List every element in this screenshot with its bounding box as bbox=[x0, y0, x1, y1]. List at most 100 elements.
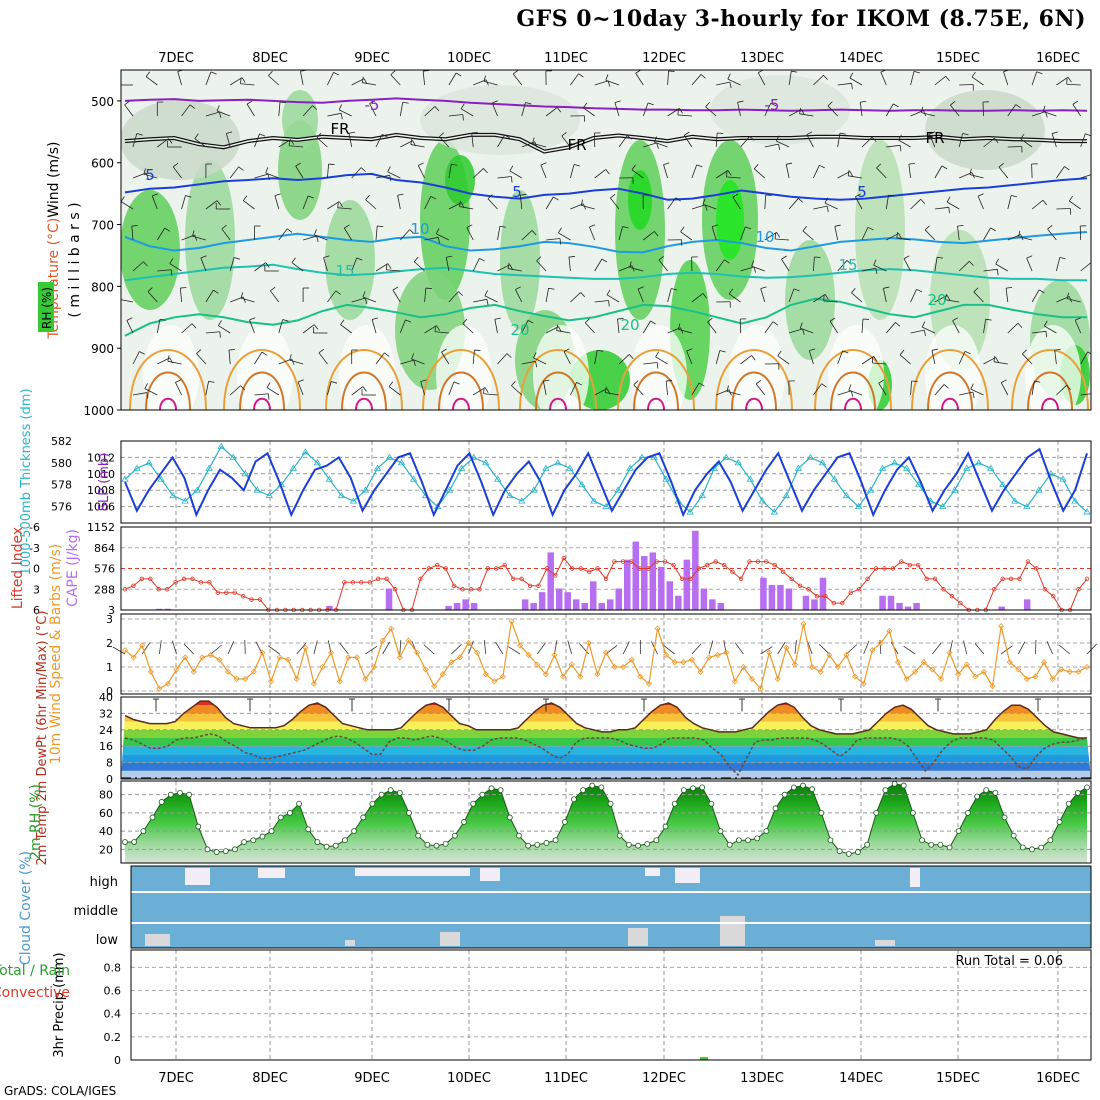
wind-barb bbox=[788, 109, 805, 117]
barb-shaft bbox=[1005, 288, 1009, 303]
wind-barb bbox=[375, 174, 392, 182]
wind-barb bbox=[338, 104, 352, 117]
thickness-point bbox=[530, 486, 538, 493]
rh-point bbox=[598, 784, 605, 791]
wind-speed-point bbox=[697, 668, 704, 675]
thickness-point bbox=[938, 502, 947, 509]
barb-shaft bbox=[434, 331, 449, 334]
barb-shaft bbox=[995, 263, 1008, 272]
lifted-index-point bbox=[890, 566, 896, 571]
wind-speed-point bbox=[920, 659, 927, 666]
date-label-bottom-9: 16DEC bbox=[1036, 1071, 1080, 1086]
barb-shaft bbox=[124, 104, 134, 117]
barb-shaft bbox=[515, 289, 523, 303]
wind-barb bbox=[910, 329, 926, 337]
wind-speed-point bbox=[1015, 666, 1022, 673]
upper-ytick-2: 700 bbox=[91, 219, 114, 233]
barb-shaft bbox=[249, 319, 255, 334]
wind-barb bbox=[424, 325, 440, 334]
wind-barb bbox=[494, 317, 501, 334]
barb-flag bbox=[364, 298, 368, 305]
wind-barb bbox=[205, 331, 221, 338]
barb-flag bbox=[509, 165, 514, 171]
barb-flag bbox=[702, 293, 707, 299]
barb-flag bbox=[147, 287, 153, 292]
thickness-point bbox=[205, 464, 213, 471]
wind-barb bbox=[617, 318, 624, 334]
barb-flag bbox=[663, 162, 670, 165]
barb-flag bbox=[1042, 105, 1046, 112]
wind-barb bbox=[732, 193, 741, 210]
wind-barb bbox=[910, 380, 918, 396]
wind-barb bbox=[715, 259, 730, 272]
rh-point bbox=[277, 814, 284, 821]
barb-shaft bbox=[289, 145, 304, 148]
barb-flag bbox=[888, 194, 895, 197]
barb-flag bbox=[556, 107, 562, 113]
barb-flag bbox=[924, 225, 930, 231]
barb-shaft bbox=[934, 257, 938, 272]
wind-barb bbox=[998, 163, 1009, 179]
barb-shaft bbox=[533, 357, 547, 365]
rh-point bbox=[149, 814, 156, 821]
rh-point bbox=[974, 793, 980, 800]
barb-flag bbox=[952, 317, 959, 321]
wind-speed-point bbox=[929, 666, 936, 673]
barb-shaft bbox=[205, 289, 214, 303]
cape-bar bbox=[649, 552, 657, 610]
cape-bar bbox=[164, 608, 172, 610]
wind-speed-point bbox=[491, 678, 498, 685]
barb-shaft bbox=[494, 319, 498, 334]
barb-flag bbox=[727, 170, 732, 176]
barb-flag bbox=[418, 162, 424, 166]
precip-tick-3: 0.6 bbox=[104, 985, 122, 998]
wind-speed-point bbox=[422, 666, 429, 673]
barb-flag bbox=[578, 73, 584, 78]
barb-shaft bbox=[740, 226, 746, 241]
barb-shaft bbox=[589, 226, 596, 241]
barb-shaft bbox=[885, 195, 889, 210]
wind-barb bbox=[594, 300, 610, 307]
barb-flag bbox=[829, 317, 836, 322]
barb-shaft bbox=[799, 113, 814, 117]
wind-speed-point bbox=[706, 654, 713, 661]
barb-shaft bbox=[497, 264, 511, 272]
date-label-bottom-5: 12DEC bbox=[642, 1071, 686, 1086]
barb-flag bbox=[996, 269, 999, 276]
thickness-point bbox=[542, 464, 550, 471]
wind-tick-2: 2 bbox=[106, 637, 113, 650]
thickness-point bbox=[494, 475, 502, 482]
wind-speed-point bbox=[568, 661, 575, 668]
wind-barb bbox=[254, 133, 266, 148]
rh-point bbox=[800, 782, 806, 789]
barb-shaft bbox=[545, 326, 559, 334]
lifted-index-point bbox=[958, 600, 963, 606]
barb-flag bbox=[957, 224, 964, 227]
wind-barb bbox=[361, 389, 376, 396]
lifted-index-point bbox=[527, 583, 533, 588]
lifted-index-point bbox=[139, 576, 145, 582]
surface-wind-barb bbox=[554, 640, 558, 655]
barb-flag bbox=[751, 260, 755, 267]
rh-point bbox=[525, 842, 532, 849]
wind-barb bbox=[751, 260, 765, 272]
barb-flag bbox=[726, 385, 729, 392]
wind-speed-point bbox=[371, 663, 378, 671]
barb-shaft bbox=[167, 360, 182, 365]
cape-bar bbox=[547, 552, 554, 610]
lifted-index-point bbox=[502, 562, 507, 568]
barb-flag bbox=[776, 232, 781, 238]
barb-flag bbox=[977, 193, 984, 197]
thickness-point bbox=[1071, 497, 1079, 504]
thickness-point bbox=[602, 502, 610, 509]
barb-shaft bbox=[1072, 104, 1082, 117]
wind-barb bbox=[172, 162, 182, 179]
wind-barb bbox=[642, 102, 654, 117]
rh-point bbox=[479, 791, 486, 798]
thickness-point bbox=[698, 491, 706, 499]
cape-tick-2: 576 bbox=[94, 563, 115, 576]
barb-shaft bbox=[973, 291, 984, 303]
barb-shaft bbox=[1056, 166, 1065, 179]
barb-shaft bbox=[417, 165, 425, 179]
barb-shaft bbox=[788, 288, 795, 303]
